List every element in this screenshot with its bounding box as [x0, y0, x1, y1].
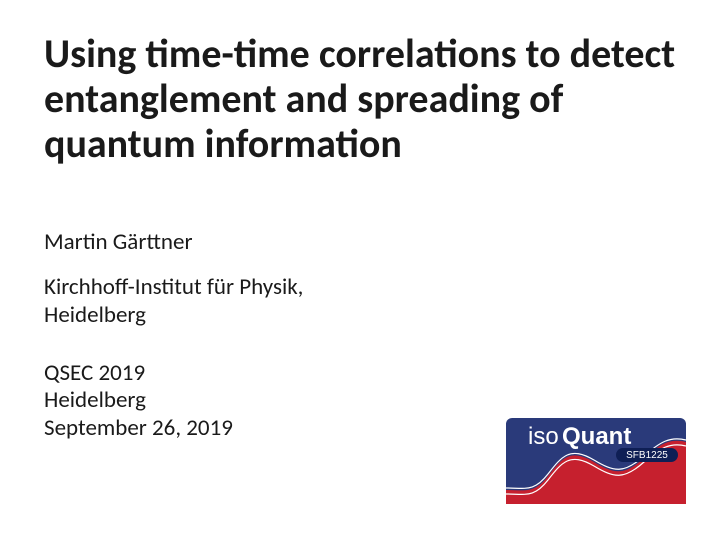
- affiliation: Kirchhoff-Institut für Physik, Heidelber…: [44, 274, 676, 329]
- slide: Using time-time correlations to detect e…: [0, 0, 720, 540]
- author-name: Martin Gärttner: [44, 228, 676, 256]
- event-location: Heidelberg: [44, 387, 676, 415]
- affiliation-line-2: Heidelberg: [44, 302, 676, 330]
- event-name: QSEC 2019: [44, 360, 676, 388]
- affiliation-line-1: Kirchhoff-Institut für Physik,: [44, 274, 676, 302]
- logo-sfb-text: SFB1225: [626, 450, 668, 461]
- logo-text-iso: iso: [528, 423, 559, 450]
- isoquant-logo: iso Quant SFB1225: [506, 418, 686, 504]
- logo-text-quant: Quant: [562, 423, 631, 450]
- slide-title: Using time-time correlations to detect e…: [44, 32, 676, 166]
